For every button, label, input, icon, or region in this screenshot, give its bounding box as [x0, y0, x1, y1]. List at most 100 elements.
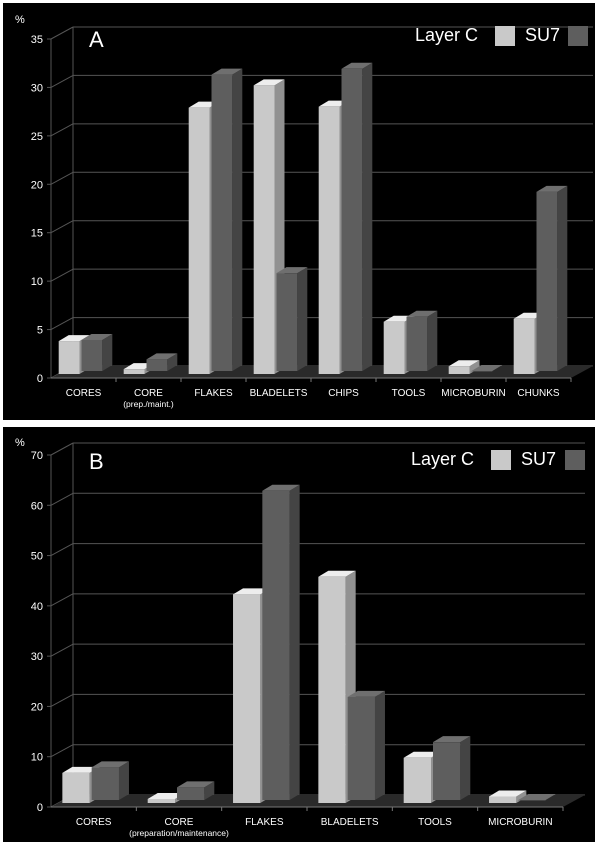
legend-swatch-su7-a [568, 26, 588, 46]
bar-top [536, 185, 568, 192]
plot-area: 0 10 20 30 40 50 60 70 CORES CORE(preparation/mai… [31, 442, 585, 838]
panel-label-b: B [89, 449, 104, 474]
bar-su7-cores [91, 761, 129, 800]
y-tick-label: 25 [31, 131, 43, 143]
gridline-side [50, 220, 74, 234]
x-category-label: MICROBURIN [488, 817, 552, 828]
bar-su7-core [177, 781, 215, 800]
bar-front [448, 366, 470, 374]
bar-top [91, 761, 129, 768]
legend-label-layer-c-a: Layer C [415, 25, 478, 45]
gridline-side [50, 643, 74, 657]
plot-area: 0 5 10 15 20 25 30 35 CORES CORE(prep./maint.) FLA… [31, 26, 593, 409]
bar-side [102, 334, 113, 371]
x-category-sublabel: (prep./maint.) [123, 399, 174, 409]
bar-side [289, 484, 300, 800]
gridline-side [50, 492, 74, 506]
bar-front [403, 757, 431, 803]
bar-side [297, 267, 308, 371]
x-category-label: CORE [165, 817, 194, 828]
x-category-label: CHUNKS [517, 388, 560, 399]
bar-front [341, 68, 363, 371]
bar-front [253, 85, 275, 374]
gridline-side [50, 171, 74, 185]
y-tick-label: 30 [31, 82, 43, 94]
bar-top [62, 766, 100, 773]
bar-su7-tools [433, 736, 471, 800]
gridline-side [50, 593, 74, 607]
bar-front [518, 800, 546, 801]
bar-su7-tools [406, 310, 438, 371]
bar-front [62, 772, 90, 803]
bar-top [489, 790, 527, 797]
y-tick-label: 0 [37, 802, 43, 814]
bar-side [557, 185, 568, 371]
y-tick-label: 40 [31, 601, 43, 613]
gridline-side [50, 442, 74, 456]
y-tick-label: 10 [31, 752, 43, 764]
x-category-label: BLADELETS [321, 817, 379, 828]
x-category-label: BLADELETS [250, 388, 308, 399]
gridline-side [50, 74, 74, 88]
x-category-label: TOOLS [392, 388, 426, 399]
bar-su7-bladelets [347, 690, 385, 800]
x-category-sublabel: (preparation/maintenance) [129, 828, 229, 838]
bar-su7-core [146, 353, 178, 371]
bar-top [347, 690, 385, 697]
bar-su7-flakes [262, 484, 300, 800]
bar-top [448, 360, 480, 367]
bar-su7-microburin [471, 365, 503, 372]
legend-swatch-su7-b [565, 450, 585, 470]
bar-front [536, 191, 558, 371]
bar-front [433, 742, 461, 800]
x-category-label: CHIPS [328, 388, 359, 399]
bar-top [341, 62, 373, 69]
gridline-side [50, 543, 74, 557]
bar-top [146, 353, 178, 360]
bar-front [406, 316, 428, 371]
bar-su7-flakes [211, 68, 243, 372]
bar-front [233, 594, 261, 803]
bar-top [177, 781, 215, 788]
bar-front [211, 74, 233, 372]
legend-swatch-layer-c-a [495, 26, 515, 46]
chart-panel-b: 0 10 20 30 40 50 60 70 CORES CORE (preparation/mai… [3, 427, 595, 842]
bar-su7-cores [81, 334, 113, 371]
bar-top [318, 570, 356, 577]
bar-top [147, 792, 185, 799]
bar-front [262, 490, 290, 800]
y-tick-label: 15 [31, 228, 43, 240]
bar-side [204, 781, 215, 800]
chart-panel-a: 0 5 10 15 20 25 30 35 CORES CORE (prep./maint.) FLA… [3, 3, 595, 420]
bar-top [276, 267, 308, 274]
bar-front [318, 106, 340, 374]
bar-layer-c-microburin [448, 360, 480, 374]
legend-label-layer-c-b: Layer C [411, 449, 474, 469]
x-category-label: FLAKES [245, 817, 284, 828]
x-category-label: CORE [134, 388, 163, 399]
legend-swatch-layer-c-b [491, 450, 511, 470]
x-category-label: FLAKES [194, 388, 233, 399]
bar-top [262, 484, 300, 491]
bar-top [58, 335, 90, 342]
x-category-label: CORES [76, 817, 112, 828]
x-category-label: MICROBURIN [441, 388, 505, 399]
bar-side [469, 360, 480, 374]
bar-top [433, 736, 471, 743]
y-tick-label: 20 [31, 701, 43, 713]
bar-front [91, 767, 119, 800]
bar-front [147, 798, 175, 803]
gridline-side [50, 123, 74, 137]
bar-top [211, 68, 243, 75]
y-tick-label: 70 [31, 450, 43, 462]
bar-front [58, 341, 80, 374]
gridline-side [50, 26, 74, 40]
bar-top [518, 794, 556, 800]
bar-top [471, 365, 503, 371]
bar-side [232, 68, 243, 372]
gridline-side [50, 693, 74, 707]
bar-top [253, 79, 285, 86]
bar-top [403, 751, 441, 758]
bar-side [118, 761, 129, 800]
chart-a-svg: 0 5 10 15 20 25 30 35 CORES CORE(prep./maint.) FLA… [15, 14, 593, 409]
